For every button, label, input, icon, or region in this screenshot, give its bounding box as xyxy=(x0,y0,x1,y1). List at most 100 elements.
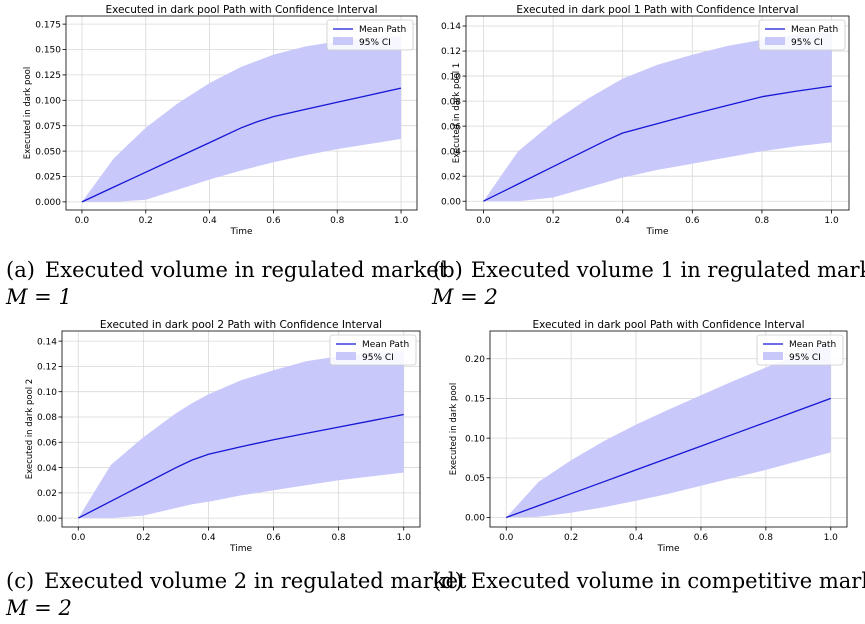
legend-mean-label: Mean Path xyxy=(789,340,836,350)
y-tick-label: 0.00 xyxy=(465,514,485,524)
chart-panel-d: Executed in dark pool Path with Confiden… xyxy=(432,314,865,554)
legend-ci-label: 95% CI xyxy=(362,353,394,363)
x-tick-label: 0.0 xyxy=(476,216,491,226)
caption-row-2: (c) Executed volume 2 in regulated marke… xyxy=(6,568,865,622)
confidence-band xyxy=(82,36,401,202)
chart-c: Executed in dark pool 2 Path with Confid… xyxy=(25,319,421,554)
legend-mean-label: Mean Path xyxy=(362,340,409,350)
y-tick-label: 0.12 xyxy=(37,363,57,373)
x-tick-label: 0.0 xyxy=(499,533,514,543)
y-tick-label: 0.05 xyxy=(465,474,485,484)
x-tick-label: 0.2 xyxy=(546,216,560,226)
caption-b-label: (b) xyxy=(433,258,463,282)
y-tick-label: 0.15 xyxy=(465,395,485,405)
y-tick-label: 0.075 xyxy=(35,122,61,132)
caption-b-math: M = 2 xyxy=(432,285,498,309)
x-tick-label: 0.8 xyxy=(759,533,774,543)
legend-ci-swatch xyxy=(336,352,356,360)
y-tick-label: 0.175 xyxy=(35,20,61,30)
chart-panel-a: Executed in dark pool Path with Confiden… xyxy=(0,0,432,240)
x-tick-label: 1.0 xyxy=(824,533,839,543)
chart-title: Executed in dark pool Path with Confiden… xyxy=(532,319,804,331)
legend-ci-swatch xyxy=(763,352,783,360)
y-tick-label: 0.08 xyxy=(37,413,57,423)
x-axis-label: Time xyxy=(229,227,252,237)
y-tick-label: 0.08 xyxy=(441,97,461,107)
x-tick-label: 0.2 xyxy=(139,216,153,226)
y-tick-label: 0.02 xyxy=(37,489,57,499)
caption-c-text: Executed volume 2 in regulated market xyxy=(44,569,467,593)
x-tick-label: 0.0 xyxy=(75,216,90,226)
y-tick-label: 0.125 xyxy=(35,71,61,81)
y-tick-label: 0.00 xyxy=(37,514,57,524)
y-tick-label: 0.20 xyxy=(465,355,485,365)
y-tick-label: 0.025 xyxy=(35,173,61,183)
y-tick-label: 0.06 xyxy=(37,438,57,448)
legend-ci-label: 95% CI xyxy=(359,38,391,48)
legend-mean-label: Mean Path xyxy=(791,25,838,35)
x-tick-label: 0.8 xyxy=(755,216,770,226)
chart-panel-c: Executed in dark pool 2 Path with Confid… xyxy=(0,314,432,554)
x-tick-label: 0.0 xyxy=(71,533,86,543)
x-tick-label: 0.4 xyxy=(202,216,217,226)
caption-d-text: Executed volume in competitive market xyxy=(470,569,865,593)
confidence-band xyxy=(506,341,831,518)
legend-ci-label: 95% CI xyxy=(789,353,821,363)
x-tick-label: 0.8 xyxy=(330,216,345,226)
caption-c-label: (c) xyxy=(6,569,35,593)
x-tick-label: 0.6 xyxy=(694,533,709,543)
caption-a-label: (a) xyxy=(6,258,35,282)
chart-a: Executed in dark pool Path with Confiden… xyxy=(23,4,418,237)
x-tick-label: 0.2 xyxy=(564,533,578,543)
y-tick-label: 0.02 xyxy=(441,172,461,182)
plot-frame xyxy=(465,15,850,211)
x-axis-label: Time xyxy=(229,544,252,554)
legend: Mean Path 95% CI xyxy=(329,334,417,366)
caption-c: (c) Executed volume 2 in regulated marke… xyxy=(6,568,466,595)
legend-mean-label: Mean Path xyxy=(359,25,406,35)
y-tick-label: 0.12 xyxy=(441,47,461,57)
plot-frame xyxy=(65,15,418,211)
y-tick-label: 0.10 xyxy=(37,388,57,398)
x-axis-label: Time xyxy=(656,544,679,554)
caption-a: (a) Executed volume in regulated market xyxy=(6,257,447,284)
caption-b-text: Executed volume 1 in regulated market xyxy=(470,258,865,282)
chart-panel-b: Executed in dark pool 1 Path with Confid… xyxy=(432,0,865,240)
y-tick-label: 0.06 xyxy=(441,122,461,132)
legend-ci-swatch xyxy=(333,37,353,45)
y-tick-label: 0.14 xyxy=(37,337,57,347)
mean-path-line xyxy=(78,413,404,519)
mean-path-line xyxy=(81,87,402,203)
chart-d: Executed in dark pool Path with Confiden… xyxy=(449,319,848,554)
legend: Mean Path 95% CI xyxy=(758,19,846,51)
caption-a-math: M = 1 xyxy=(6,285,72,309)
y-tick-label: 0.050 xyxy=(35,147,61,157)
y-tick-label: 0.150 xyxy=(35,46,61,56)
y-tick-label: 0.000 xyxy=(35,198,61,208)
x-tick-label: 0.4 xyxy=(616,216,631,226)
caption-c-math: M = 2 xyxy=(6,596,72,620)
chart-title: Executed in dark pool 1 Path with Confid… xyxy=(516,4,798,16)
x-tick-label: 0.6 xyxy=(266,216,281,226)
y-tick-label: 0.00 xyxy=(441,197,461,207)
confidence-band xyxy=(483,32,832,202)
legend: Mean Path 95% CI xyxy=(756,334,844,366)
legend: Mean Path 95% CI xyxy=(326,19,414,51)
y-tick-label: 0.04 xyxy=(441,147,461,157)
caption-a-text: Executed volume in regulated market xyxy=(44,258,448,282)
x-tick-label: 1.0 xyxy=(397,533,412,543)
legend-ci-label: 95% CI xyxy=(791,38,823,48)
y-tick-label: 0.14 xyxy=(441,22,461,32)
x-axis-label: Time xyxy=(645,227,668,237)
y-axis-label: Executed in dark pool 1 xyxy=(452,63,462,164)
y-tick-label: 0.10 xyxy=(441,72,461,82)
y-axis-label: Executed in dark pool xyxy=(449,383,459,475)
x-tick-label: 0.6 xyxy=(266,533,281,543)
x-tick-label: 0.6 xyxy=(685,216,700,226)
x-tick-label: 0.4 xyxy=(201,533,216,543)
caption-b: (b) Executed volume 1 in regulated marke… xyxy=(433,257,865,284)
legend-ci-swatch xyxy=(765,37,785,45)
x-tick-label: 1.0 xyxy=(394,216,409,226)
y-tick-label: 0.10 xyxy=(465,434,485,444)
x-tick-label: 1.0 xyxy=(824,216,839,226)
